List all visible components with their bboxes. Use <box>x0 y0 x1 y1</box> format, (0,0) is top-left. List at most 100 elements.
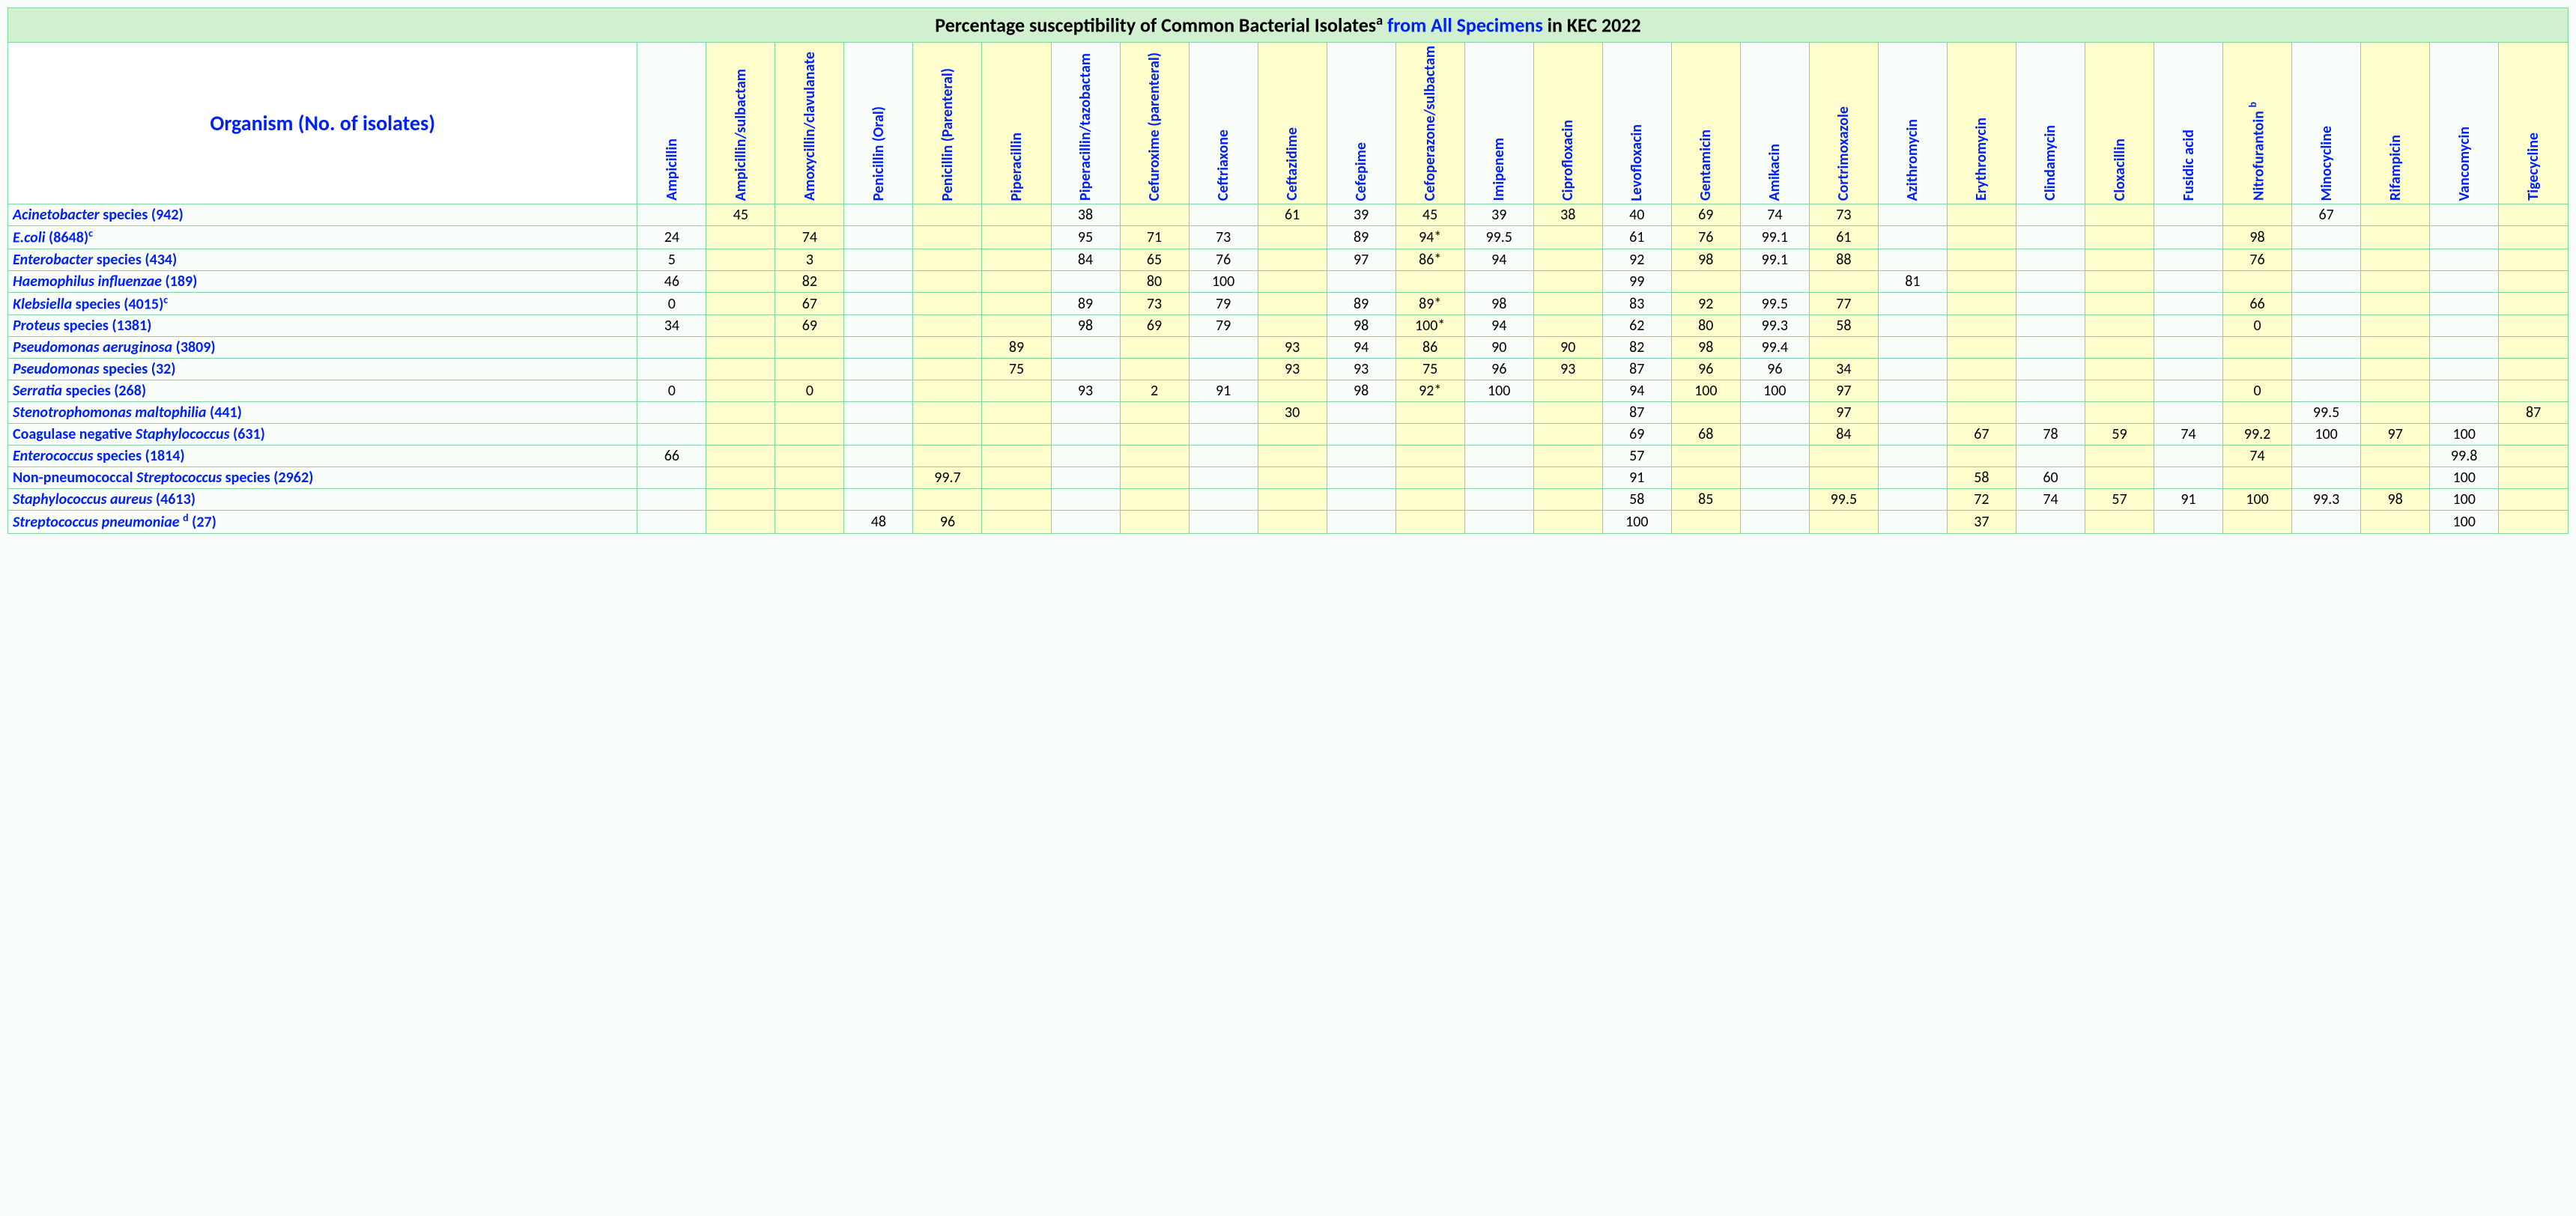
antibiotic-header: Levofloxacin <box>1602 42 1671 204</box>
value-cell <box>1533 424 1602 446</box>
value-cell: 74 <box>775 226 844 249</box>
value-cell: 45 <box>1395 204 1464 226</box>
value-cell: 96 <box>1671 359 1740 380</box>
value-cell: 99.5 <box>1809 489 1878 511</box>
value-cell <box>2016 204 2085 226</box>
value-cell: 69 <box>1120 315 1189 337</box>
value-cell: 5 <box>637 249 706 270</box>
value-cell: 85 <box>1671 489 1740 511</box>
value-cell: 69 <box>775 315 844 337</box>
value-cell <box>1051 511 1120 534</box>
value-cell <box>2154 226 2223 249</box>
value-cell <box>2292 270 2361 292</box>
value-cell <box>706 292 775 315</box>
value-cell <box>844 226 913 249</box>
organism-cell: Klebsiella species (4015)c <box>8 292 637 315</box>
value-cell: 91 <box>2154 489 2223 511</box>
value-cell: 99.5 <box>1464 226 1533 249</box>
value-cell <box>2085 380 2154 402</box>
table-row: E.coli (8648)c24749571738994*99.5617699.… <box>8 226 2569 249</box>
value-cell <box>2361 270 2430 292</box>
value-cell <box>2430 270 2499 292</box>
value-cell: 74 <box>2223 446 2292 467</box>
value-cell: 99.1 <box>1740 226 1809 249</box>
value-cell <box>1120 204 1189 226</box>
value-cell: 73 <box>1120 292 1189 315</box>
value-cell: 59 <box>2085 424 2154 446</box>
value-cell <box>1051 359 1120 380</box>
value-cell <box>2223 402 2292 424</box>
value-cell <box>2016 402 2085 424</box>
value-cell <box>1464 446 1533 467</box>
value-cell <box>844 292 913 315</box>
value-cell <box>2430 359 2499 380</box>
value-cell <box>1809 511 1878 534</box>
value-cell: 58 <box>1947 467 2016 489</box>
value-cell: 3 <box>775 249 844 270</box>
value-cell <box>844 270 913 292</box>
value-cell <box>1189 402 1258 424</box>
value-cell <box>2292 467 2361 489</box>
antibiotic-header: Clindamycin <box>2016 42 2085 204</box>
organism-cell: Acinetobacter species (942) <box>8 204 637 226</box>
value-cell: 77 <box>1809 292 1878 315</box>
value-cell <box>2016 446 2085 467</box>
value-cell <box>1878 380 1947 402</box>
value-cell <box>1740 467 1809 489</box>
value-cell <box>2361 467 2430 489</box>
value-cell <box>2499 270 2569 292</box>
value-cell: 86 <box>1395 337 1464 359</box>
value-cell: 94 <box>1464 315 1533 337</box>
organism-cell: Non-pneumococcal Streptococcus species (… <box>8 467 637 489</box>
value-cell <box>1947 337 2016 359</box>
value-cell <box>913 249 982 270</box>
value-cell <box>1464 402 1533 424</box>
value-cell: 99 <box>1602 270 1671 292</box>
value-cell <box>2085 467 2154 489</box>
table-row: Pseudomonas aeruginosa (3809)89939486909… <box>8 337 2569 359</box>
value-cell <box>1464 489 1533 511</box>
value-cell <box>637 337 706 359</box>
value-cell <box>844 204 913 226</box>
value-cell <box>2361 446 2430 467</box>
value-cell <box>1051 446 1120 467</box>
value-cell <box>1464 270 1533 292</box>
value-cell: 2 <box>1120 380 1189 402</box>
value-cell: 84 <box>1809 424 1878 446</box>
value-cell <box>637 204 706 226</box>
value-cell <box>1878 511 1947 534</box>
value-cell <box>2085 204 2154 226</box>
value-cell: 93 <box>1327 359 1395 380</box>
value-cell <box>1464 424 1533 446</box>
value-cell <box>1258 315 1327 337</box>
value-cell <box>637 402 706 424</box>
value-cell <box>2085 511 2154 534</box>
value-cell: 90 <box>1533 337 1602 359</box>
value-cell <box>2361 380 2430 402</box>
value-cell <box>2499 204 2569 226</box>
value-cell <box>1327 489 1395 511</box>
value-cell: 46 <box>637 270 706 292</box>
value-cell: 88 <box>1809 249 1878 270</box>
value-cell <box>1947 204 2016 226</box>
value-cell: 92 <box>1602 249 1671 270</box>
value-cell <box>2085 315 2154 337</box>
value-cell <box>1947 270 2016 292</box>
table-row: Stenotrophomonas maltophilia (441)308797… <box>8 402 2569 424</box>
value-cell <box>1671 446 1740 467</box>
value-cell <box>2361 315 2430 337</box>
value-cell: 100 <box>2430 467 2499 489</box>
value-cell <box>706 270 775 292</box>
value-cell <box>1671 270 1740 292</box>
value-cell: 99.3 <box>1740 315 1809 337</box>
value-cell <box>1671 402 1740 424</box>
value-cell <box>2154 380 2223 402</box>
value-cell <box>2292 359 2361 380</box>
antibiotic-header: Penicillin (Oral) <box>844 42 913 204</box>
value-cell <box>982 249 1051 270</box>
value-cell: 45 <box>706 204 775 226</box>
value-cell <box>706 359 775 380</box>
value-cell: 39 <box>1327 204 1395 226</box>
value-cell: 83 <box>1602 292 1671 315</box>
value-cell <box>982 446 1051 467</box>
